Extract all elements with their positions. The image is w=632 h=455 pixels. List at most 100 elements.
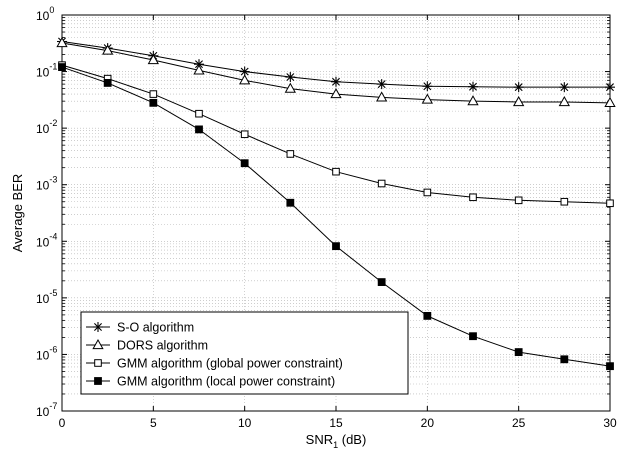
legend-label: GMM algorithm (local power constraint): [117, 375, 335, 389]
legend-entry: GMM algorithm (local power constraint): [86, 375, 335, 389]
y-tick-label-exponent: -6: [49, 344, 57, 354]
data-point: [284, 82, 296, 93]
y-tick-label-base: 10: [36, 235, 50, 249]
y-tick-label-exponent: -7: [49, 401, 57, 411]
y-tick-label-base: 10: [36, 9, 50, 23]
data-point: [514, 196, 523, 205]
data-point: [193, 64, 205, 75]
data-point: [605, 82, 615, 93]
data-point: [56, 36, 68, 48]
data-point: [423, 188, 432, 197]
marker-stroke: [469, 82, 477, 91]
marker-stroke: [286, 73, 295, 82]
data-point: [558, 95, 570, 107]
data-point: [331, 76, 341, 87]
data-point: [239, 66, 250, 77]
y-tick-label-base: 10: [36, 122, 50, 136]
y-tick-label: 10-4: [36, 231, 57, 249]
data-point: [514, 348, 523, 356]
data-point: [467, 95, 479, 106]
y-tick-label: 10-7: [36, 401, 57, 419]
y-tick-label-exponent: -5: [49, 288, 57, 298]
y-tick-label-base: 10: [36, 348, 50, 362]
y-tick-label: 10-2: [36, 118, 57, 136]
data-point: [423, 311, 432, 320]
axis-ticks: 0 5 10 15 20 25 3010010-110-210-310-410-510-61…: [36, 5, 617, 430]
data-point: [286, 198, 295, 207]
y-tick-label-base: 10: [36, 179, 50, 193]
x-tick-label: 15: [329, 416, 343, 430]
x-tick-label: 10: [238, 416, 252, 430]
data-point: [286, 150, 295, 158]
series-3: [58, 61, 614, 208]
legend-marker: [94, 359, 102, 367]
y-tick-label-exponent: -4: [49, 231, 57, 241]
data-point: [560, 197, 569, 206]
marker-stroke: [332, 77, 340, 86]
legend-entry: GMM algorithm (global power constraint): [86, 357, 343, 371]
y-axis-label: Average BER: [10, 174, 25, 253]
marker-stroke: [377, 80, 386, 89]
data-point: [149, 98, 158, 107]
data-point: [377, 179, 386, 188]
data-point: [604, 96, 616, 107]
y-tick-label-base: 10: [36, 405, 50, 419]
y-tick-label-exponent: 0: [49, 5, 54, 15]
marker-stroke: [606, 83, 614, 92]
data-point: [330, 88, 342, 99]
data-point: [149, 90, 158, 98]
legend-marker: [92, 338, 104, 350]
series-4: [58, 63, 614, 371]
data-point: [103, 79, 112, 87]
data-point: [285, 72, 296, 83]
data-point: [376, 91, 388, 102]
y-tick-label: 10-6: [36, 344, 57, 362]
data-point: [240, 130, 249, 139]
marker-stroke: [560, 83, 569, 92]
y-tick-label-base: 10: [36, 292, 50, 306]
data-point: [422, 81, 433, 92]
x-axis-label-subscript: 1: [333, 440, 338, 450]
legend-label: GMM algorithm (global power constraint): [117, 357, 343, 371]
data-point: [377, 278, 386, 286]
legend-box: [80, 311, 409, 395]
data-point: [469, 193, 477, 202]
x-tick-label: 25: [512, 416, 526, 430]
data-point: [513, 82, 524, 93]
y-tick-label: 10-1: [36, 62, 57, 80]
legend-entry: DORS algorithm: [86, 339, 208, 353]
data-point: [376, 79, 387, 90]
x-tick-label: 30: [603, 416, 617, 430]
x-axis-label-main: SNR: [306, 432, 333, 447]
legend-entry: S-O algorithm: [86, 321, 194, 335]
y-tick-label: 10-5: [36, 288, 57, 306]
x-tick-label: 5: [150, 416, 157, 430]
x-tick-label: 0: [59, 416, 66, 430]
legend-label: S-O algorithm: [117, 321, 194, 335]
x-axis-label: SNR1 (dB): [306, 432, 367, 450]
data-point: [513, 95, 525, 107]
marker-stroke: [195, 60, 203, 69]
marker-stroke: [423, 82, 432, 91]
data-point: [102, 44, 114, 55]
data-point: [421, 93, 433, 104]
legend: S-O algorithm DORS algorithm GMM algorithm…: [80, 311, 409, 395]
data-point: [332, 167, 340, 176]
series-layer: [56, 36, 616, 371]
data-point: [58, 63, 66, 71]
data-point: [469, 332, 477, 341]
x-tick-label: 20: [421, 416, 435, 430]
marker-stroke: [514, 83, 523, 92]
y-tick-label-exponent: -3: [49, 175, 57, 185]
series-2: [56, 36, 616, 107]
data-point: [560, 355, 569, 364]
data-point: [559, 82, 570, 93]
data-point: [606, 362, 614, 371]
data-point: [239, 74, 251, 85]
y-tick-label-exponent: -1: [49, 62, 57, 72]
x-axis-label-unit: (dB): [338, 432, 366, 447]
y-tick-label-base: 10: [36, 66, 50, 80]
data-point: [240, 159, 249, 168]
legend-marker: [93, 322, 103, 332]
